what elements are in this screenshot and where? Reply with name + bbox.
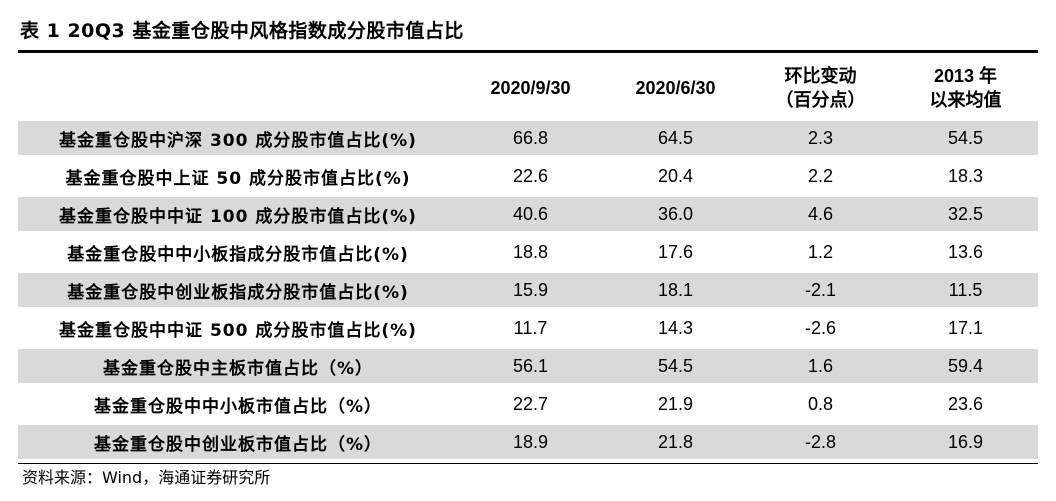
cell-avg-since-2013: 16.9 bbox=[893, 425, 1038, 459]
cell-qoq-change: 1.2 bbox=[807, 241, 834, 262]
table-row: 基金重仓股中上证 50 成分股市值占比(%) 22.6 20.4 2.2 18.… bbox=[18, 159, 1038, 193]
cell-2020-9-30: 40.6 bbox=[458, 197, 603, 231]
table-row: 基金重仓股中中小板指成分股市值占比(%) 18.8 17.6 1.2 13.6 bbox=[18, 235, 1038, 269]
header-qoq-line1: 环比变动 bbox=[784, 66, 857, 86]
cell-qoq-change: 2.2 bbox=[807, 165, 834, 186]
table-row: 基金重仓股中中证 500 成分股市值占比(%) 11.7 14.3 -2.6 1… bbox=[18, 311, 1038, 345]
row-label: 基金重仓股中中证 100 成分股市值占比(%) bbox=[18, 197, 458, 231]
header-avg-line1: 2013 年 bbox=[933, 66, 998, 86]
cell-2020-6-30: 21.9 bbox=[657, 393, 694, 414]
header-qoq-change: 环比变动 （百分点） bbox=[748, 59, 893, 117]
header-avg-line2: 以来均值 bbox=[929, 90, 1002, 110]
cell-2020-6-30: 18.1 bbox=[603, 273, 748, 307]
header-row: 2020/9/30 2020/6/30 环比变动 （百分点） 2013 年 以来… bbox=[18, 59, 1038, 117]
cell-2020-6-30: 64.5 bbox=[603, 121, 748, 155]
cell-2020-6-30: 21.8 bbox=[603, 425, 748, 459]
row-label: 基金重仓股中中小板指成分股市值占比(%) bbox=[67, 244, 409, 265]
row-label: 基金重仓股中上证 50 成分股市值占比(%) bbox=[65, 168, 411, 189]
title-rule bbox=[18, 50, 1038, 53]
cell-2020-6-30: 36.0 bbox=[603, 197, 748, 231]
report-table-figure: 表 1 20Q3 基金重仓股中风格指数成分股市值占比 2020/9/30 202… bbox=[18, 12, 1038, 490]
cell-2020-9-30: 15.9 bbox=[458, 273, 603, 307]
cell-2020-9-30: 56.1 bbox=[458, 349, 603, 383]
table-row: 基金重仓股中创业板指成分股市值占比(%) 15.9 18.1 -2.1 11.5 bbox=[18, 273, 1038, 307]
table-row: 基金重仓股中中小板市值占比（%） 22.7 21.9 0.8 23.6 bbox=[18, 387, 1038, 421]
header-label bbox=[18, 59, 458, 117]
row-label: 基金重仓股中中小板市值占比（%） bbox=[93, 396, 383, 417]
cell-2020-9-30: 66.8 bbox=[458, 121, 603, 155]
row-label: 基金重仓股中沪深 300 成分股市值占比(%) bbox=[18, 121, 458, 155]
table-row: 基金重仓股中沪深 300 成分股市值占比(%) 66.8 64.5 2.3 54… bbox=[18, 121, 1038, 155]
cell-avg-since-2013: 23.6 bbox=[947, 393, 984, 414]
cell-qoq-change: 1.6 bbox=[748, 349, 893, 383]
table-header: 2020/9/30 2020/6/30 环比变动 （百分点） 2013 年 以来… bbox=[18, 59, 1038, 117]
cell-qoq-change: 0.8 bbox=[807, 393, 834, 414]
cell-2020-9-30: 11.7 bbox=[513, 317, 548, 338]
cell-2020-9-30: 22.6 bbox=[512, 165, 549, 186]
data-table: 2020/9/30 2020/6/30 环比变动 （百分点） 2013 年 以来… bbox=[18, 55, 1038, 463]
cell-avg-since-2013: 18.3 bbox=[947, 165, 984, 186]
header-2020-9-30: 2020/9/30 bbox=[490, 78, 571, 98]
cell-2020-6-30: 14.3 bbox=[657, 317, 694, 338]
cell-qoq-change: -2.8 bbox=[748, 425, 893, 459]
cell-2020-6-30: 17.6 bbox=[657, 241, 694, 262]
cell-avg-since-2013: 54.5 bbox=[893, 121, 1038, 155]
cell-avg-since-2013: 32.5 bbox=[893, 197, 1038, 231]
table-row: 基金重仓股中主板市值占比（%） 56.1 54.5 1.6 59.4 bbox=[18, 349, 1038, 383]
table-row: 基金重仓股中创业板市值占比（%） 18.9 21.8 -2.8 16.9 bbox=[18, 425, 1038, 459]
cell-avg-since-2013: 11.5 bbox=[893, 273, 1038, 307]
header-2020-6-30: 2020/6/30 bbox=[635, 78, 716, 98]
cell-qoq-change: 2.3 bbox=[748, 121, 893, 155]
row-label: 基金重仓股中中证 500 成分股市值占比(%) bbox=[59, 320, 417, 341]
cell-2020-9-30: 18.9 bbox=[458, 425, 603, 459]
header-avg-since-2013: 2013 年 以来均值 bbox=[893, 59, 1038, 117]
cell-avg-since-2013: 17.1 bbox=[947, 317, 984, 338]
row-label: 基金重仓股中主板市值占比（%） bbox=[18, 349, 458, 383]
table-row: 基金重仓股中中证 100 成分股市值占比(%) 40.6 36.0 4.6 32… bbox=[18, 197, 1038, 231]
cell-avg-since-2013: 59.4 bbox=[893, 349, 1038, 383]
cell-qoq-change: -2.6 bbox=[804, 317, 837, 338]
cell-qoq-change: 4.6 bbox=[748, 197, 893, 231]
bottom-rule bbox=[18, 463, 1038, 464]
source-note: 资料来源：Wind，海通证券研究所 bbox=[22, 468, 271, 487]
cell-2020-6-30: 20.4 bbox=[657, 165, 694, 186]
row-label: 基金重仓股中创业板市值占比（%） bbox=[18, 425, 458, 459]
cell-avg-since-2013: 13.6 bbox=[947, 241, 984, 262]
cell-2020-6-30: 54.5 bbox=[603, 349, 748, 383]
header-qoq-line2: （百分点） bbox=[775, 90, 866, 110]
cell-qoq-change: -2.1 bbox=[748, 273, 893, 307]
table-title: 表 1 20Q3 基金重仓股中风格指数成分股市值占比 bbox=[20, 20, 464, 42]
table-body: 基金重仓股中沪深 300 成分股市值占比(%) 66.8 64.5 2.3 54… bbox=[18, 121, 1038, 459]
cell-2020-9-30: 18.8 bbox=[512, 241, 549, 262]
row-label: 基金重仓股中创业板指成分股市值占比(%) bbox=[18, 273, 458, 307]
cell-2020-9-30: 22.7 bbox=[512, 393, 549, 414]
